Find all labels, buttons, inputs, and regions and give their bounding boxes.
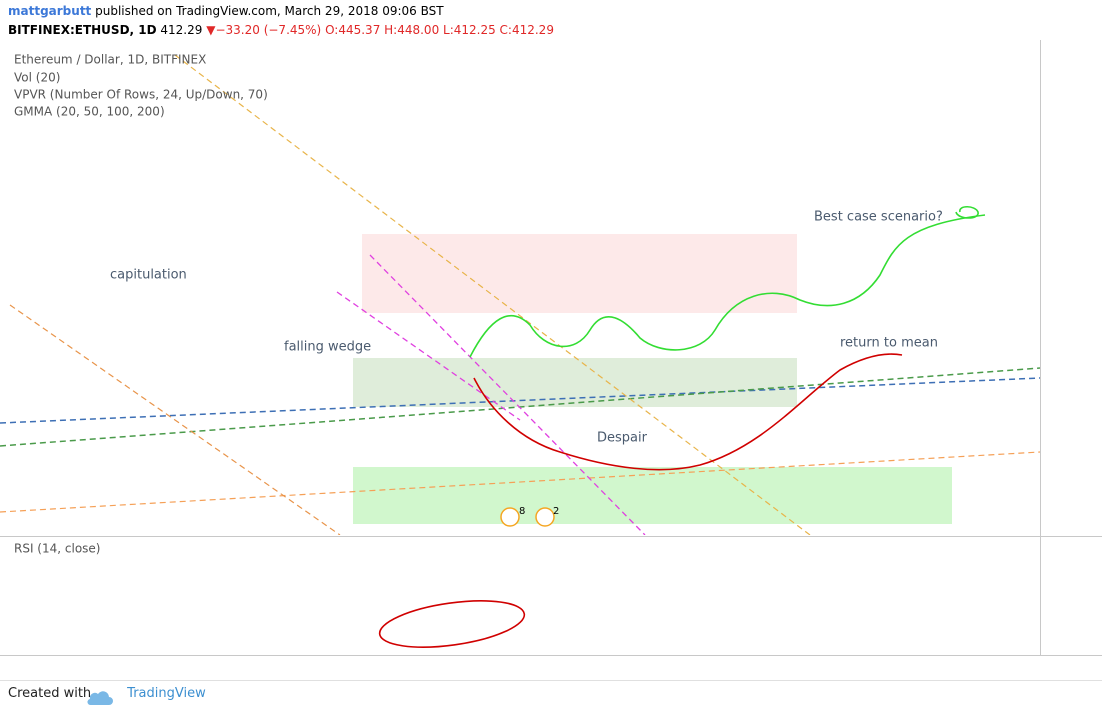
rsi-title: RSI (14, close) bbox=[14, 542, 100, 556]
footer: Created with TradingView bbox=[8, 686, 206, 701]
target-zone bbox=[353, 467, 952, 524]
annotation: Best case scenario? bbox=[814, 210, 943, 225]
brand-icon bbox=[87, 691, 113, 706]
event-flag: 2 bbox=[535, 506, 559, 527]
drawings bbox=[0, 54, 1040, 535]
legend: Ethereum / Dollar, 1D, BITFINEX Vol (20)… bbox=[14, 53, 268, 119]
header: mattgarbutt published on TradingView.com… bbox=[8, 2, 554, 40]
trend-line bbox=[9, 304, 341, 535]
arrow: ▼ bbox=[206, 23, 216, 37]
annotation: falling wedge bbox=[284, 340, 371, 355]
event-count: 8 bbox=[519, 506, 525, 517]
wedge-line bbox=[336, 291, 521, 421]
published: published on TradingView.com, March 29, … bbox=[95, 4, 444, 18]
scribble bbox=[955, 205, 979, 219]
event-flag: 8 bbox=[500, 506, 525, 527]
author: mattgarbutt bbox=[8, 4, 92, 18]
symbol: BITFINEX:ETHUSD, 1D bbox=[8, 23, 157, 37]
ohlc: O:445.37 H:448.00 L:412.25 C:412.29 bbox=[325, 23, 554, 37]
created-with: Created with bbox=[8, 686, 92, 701]
trend-line bbox=[0, 451, 1040, 513]
publish-line: mattgarbutt published on TradingView.com… bbox=[8, 2, 554, 21]
quote-line: BITFINEX:ETHUSD, 1D 412.29 ▼−33.20 (−7.4… bbox=[8, 21, 554, 40]
legend-entry: GMMA (20, 50, 100, 200) bbox=[14, 105, 165, 119]
annotation: return to mean bbox=[840, 336, 938, 351]
trend-line bbox=[174, 54, 811, 535]
annotation: capitulation bbox=[110, 268, 187, 283]
legend-entry: Ethereum / Dollar, 1D, BITFINEX bbox=[14, 53, 206, 67]
event-count: 2 bbox=[553, 506, 559, 517]
rsi-highlight bbox=[378, 600, 526, 648]
wedge-line bbox=[369, 254, 646, 535]
return-path bbox=[473, 353, 903, 471]
best-case-path bbox=[469, 214, 986, 358]
annotation: Despair bbox=[597, 431, 648, 446]
support-zone bbox=[353, 358, 797, 407]
trend-line bbox=[0, 377, 1040, 424]
change: −33.20 (−7.45%) bbox=[215, 23, 322, 37]
resistance-zone bbox=[362, 234, 797, 313]
legend-entry: VPVR (Number Of Rows, 24, Up/Down, 70) bbox=[14, 88, 268, 102]
legend-entry: Vol (20) bbox=[14, 71, 60, 85]
last-price: 412.29 bbox=[160, 23, 203, 37]
brand[interactable]: TradingView bbox=[127, 686, 206, 701]
